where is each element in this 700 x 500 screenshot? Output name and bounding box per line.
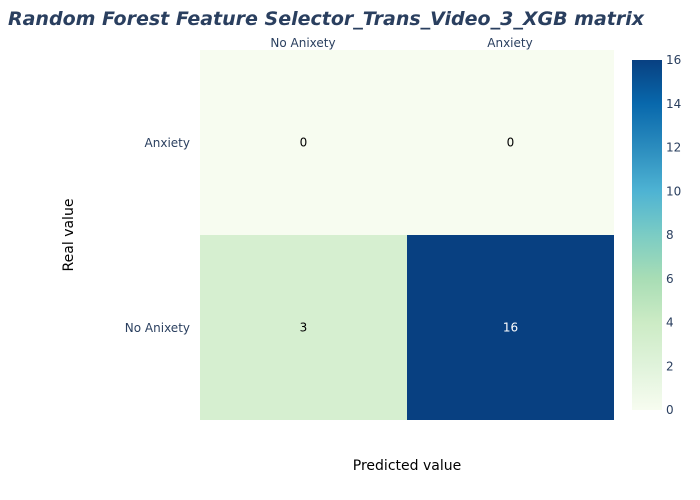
cell-value-label: 16 — [503, 321, 518, 335]
colorbar-tick-label: 6 — [666, 272, 674, 286]
colorbar-tick-label: 0 — [666, 403, 674, 417]
colorbar — [632, 60, 662, 410]
heatmap-cell — [407, 50, 614, 235]
colorbar-tick-label: 14 — [666, 97, 681, 111]
cell-value-label: 3 — [300, 321, 308, 335]
colorbar-tick-label: 10 — [666, 184, 681, 198]
heatmap-cells — [200, 50, 614, 420]
y-tick-no-anixety: No Anixety — [125, 321, 190, 335]
colorbar-tick-label: 2 — [666, 359, 674, 373]
cell-value-label: 0 — [300, 136, 308, 150]
colorbar-tick-label: 16 — [666, 53, 681, 67]
colorbar-tick-label: 12 — [666, 141, 681, 155]
x-tick-no-anixety: No Anixety — [270, 36, 335, 50]
y-axis-title: Real value — [61, 199, 77, 272]
heatmap-cell — [407, 235, 614, 420]
heatmap-cell — [200, 235, 407, 420]
heatmap-cell — [200, 50, 407, 235]
colorbar-tick-label: 4 — [666, 316, 674, 330]
y-tick-anxiety: Anxiety — [145, 136, 190, 150]
chart-title: Random Forest Feature Selector_Trans_Vid… — [8, 8, 645, 30]
cell-value-label: 0 — [507, 136, 515, 150]
x-axis-title: Predicted value — [353, 458, 461, 474]
heatmap-cell-labels: 0 0 3 16 — [300, 136, 518, 335]
colorbar-tick-label: 8 — [666, 228, 674, 242]
colorbar-ticks: 0 2 4 6 8 10 12 14 16 — [666, 53, 681, 417]
x-tick-anxiety: Anxiety — [487, 36, 532, 50]
